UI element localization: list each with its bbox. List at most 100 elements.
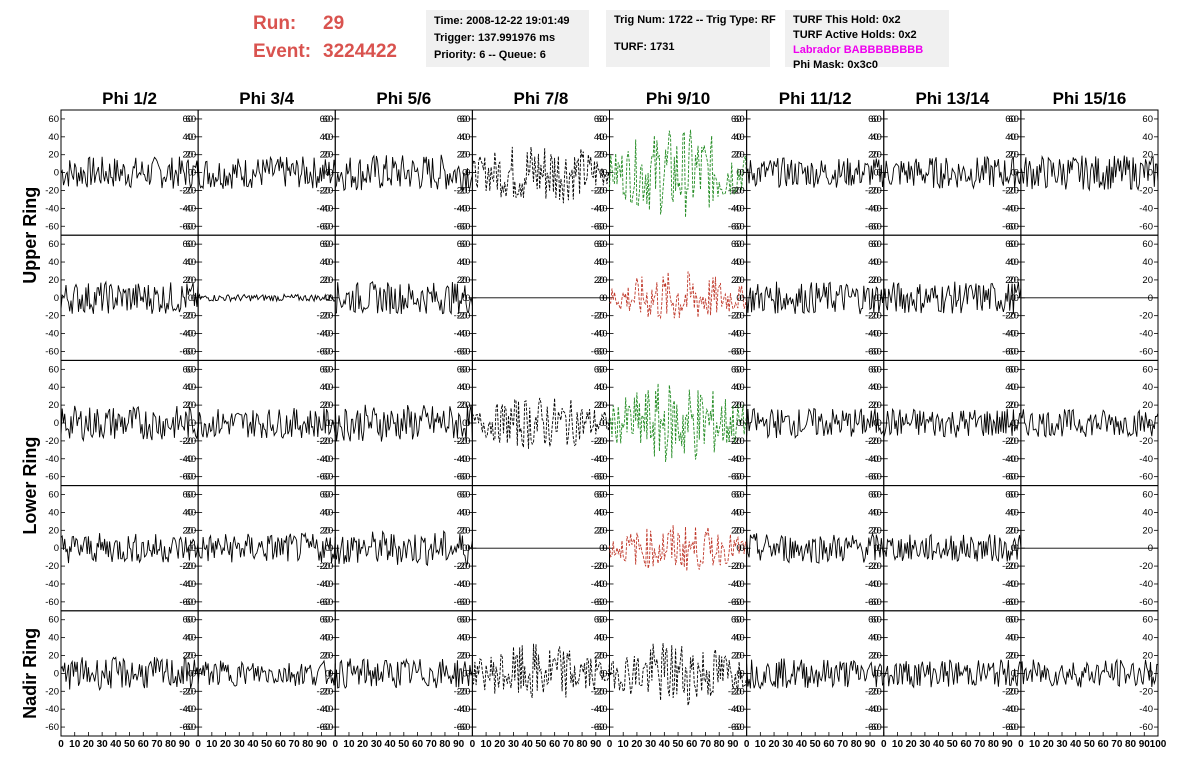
y-tick-label: -40 [594,704,608,715]
y-tick-label: -20 [1002,311,1016,322]
y-tick-label: 40 [868,132,879,143]
y-tick-label: 0 [54,668,59,679]
run-event-block: Run: 29 Event: 3224422 [253,10,397,66]
y-tick-label: 60 [186,490,197,501]
y-tick-label: 40 [1005,382,1016,393]
y-tick-label: -20 [591,311,605,322]
y-tick-label: 60 [183,239,194,250]
y-tick-label: -40 [1005,329,1019,340]
y-tick-label: -20 [731,436,745,447]
y-tick-label: 20 [594,275,605,286]
x-tick-label: 30 [645,739,657,750]
waveform-trace [335,281,473,315]
y-tick-label: -20 [457,185,471,196]
y-tick-label: -60 [182,722,196,733]
y-tick-label: 0 [602,543,607,554]
y-tick-label: 40 [1008,633,1019,644]
x-tick-label: 90 [864,739,876,750]
y-tick-label: 20 [868,525,879,536]
y-tick-label: 40 [868,507,879,518]
y-tick-label: -40 [1005,704,1019,715]
y-tick-label: 0 [328,543,333,554]
y-tick-label: 0 [602,168,607,179]
y-tick-label: 60 [183,615,194,626]
y-tick-label: -60 [45,346,59,357]
y-tick-label: -20 [865,561,879,572]
y-tick-label: 40 [871,633,882,644]
y-tick-label: -20 [317,311,331,322]
y-tick-label: 40 [1142,507,1153,518]
y-tick-label: 20 [868,275,879,286]
y-tick-label: -60 [454,722,468,733]
y-tick-label: 0 [188,168,193,179]
y-tick-label: 60 [183,364,194,375]
y-tick-label: -40 [728,454,742,465]
y-tick-label: 40 [1008,507,1019,518]
y-tick-label: -60 [728,221,742,232]
y-tick-label: -40 [1005,454,1019,465]
y-tick-label: 0 [736,418,741,429]
y-tick-label: 0 [325,418,330,429]
y-tick-label: 20 [1008,400,1019,411]
y-tick-label: 20 [460,400,471,411]
y-tick-label: -60 [594,346,608,357]
y-tick-label: 40 [460,382,471,393]
y-tick-label: -20 [320,185,334,196]
y-tick-label: 60 [183,490,194,501]
y-tick-label: -20 [45,686,59,697]
panel-frame [334,109,473,236]
panel-frame [609,485,748,612]
x-tick-label: 30 [234,739,246,750]
y-tick-label: 20 [871,651,882,662]
y-tick-label: 20 [323,525,334,536]
y-tick-label: 40 [460,132,471,143]
y-tick-label: 0 [739,543,744,554]
x-tick-label: 30 [508,739,520,750]
y-tick-label: 0 [873,293,878,304]
y-tick-label: 0 [465,168,470,179]
y-tick-label: -60 [868,221,882,232]
y-tick-label: -60 [594,597,608,608]
y-tick-label: 40 [597,132,608,143]
y-tick-label: 40 [594,633,605,644]
y-tick-label: 20 [48,275,59,286]
waveform-trace [60,656,199,691]
y-tick-label: 60 [1008,364,1019,375]
y-tick-label: -20 [317,185,331,196]
waveform-trace [609,129,748,218]
y-tick-label: -20 [320,686,334,697]
y-tick-label: 60 [597,239,608,250]
y-tick-label: -20 [865,436,879,447]
y-tick-label: -20 [1139,311,1153,322]
y-tick-label: 0 [1011,293,1016,304]
y-tick-label: 20 [320,275,331,286]
y-tick-label: 0 [54,543,59,554]
waveform-trace [471,146,610,204]
y-tick-label: 0 [1148,168,1153,179]
x-tick-label: 50 [261,739,273,750]
y-tick-label: 0 [736,168,741,179]
y-tick-label: -60 [1139,472,1153,483]
y-tick-label: -40 [1002,704,1016,715]
y-tick-label: 20 [323,275,334,286]
x-tick-label: 30 [97,739,109,750]
y-tick-label: 20 [734,275,745,286]
y-tick-label: -60 [179,597,193,608]
y-tick-label: -60 [45,597,59,608]
y-tick-label: 20 [731,525,742,536]
y-tick-label: -20 [457,686,471,697]
y-tick-label: 40 [871,257,882,268]
y-tick-label: 40 [734,633,745,644]
y-tick-label: 60 [731,490,742,501]
y-tick-label: 60 [320,490,331,501]
y-tick-label: 20 [323,651,334,662]
y-tick-label: -20 [1002,686,1016,697]
y-tick-label: 40 [1008,132,1019,143]
y-tick-label: -40 [454,203,468,214]
x-tick-label: 10 [343,739,355,750]
y-tick-label: -40 [868,203,882,214]
y-tick-label: -20 [1139,185,1153,196]
y-tick-label: -40 [457,704,471,715]
y-tick-label: 60 [460,239,471,250]
y-tick-label: -60 [591,722,605,733]
